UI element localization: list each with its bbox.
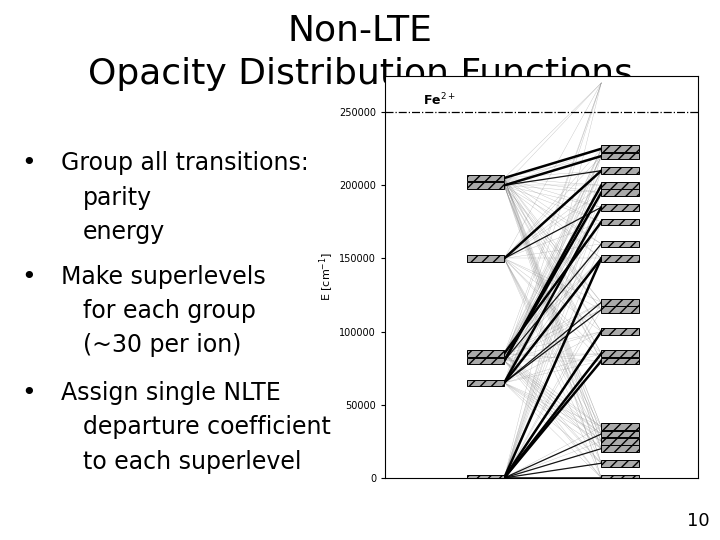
Text: Group all transitions:: Group all transitions:	[61, 151, 309, 175]
Bar	[601, 423, 639, 430]
Bar	[601, 190, 639, 196]
Text: to each superlevel: to each superlevel	[83, 449, 301, 474]
Bar	[601, 153, 639, 159]
Text: •: •	[22, 151, 36, 175]
Bar	[601, 350, 639, 357]
Bar	[601, 219, 639, 225]
Bar	[601, 357, 639, 364]
Text: •: •	[22, 265, 36, 288]
Bar	[467, 175, 504, 181]
Bar	[467, 475, 504, 481]
Bar	[601, 145, 639, 152]
Bar	[467, 357, 504, 364]
Text: Assign single NLTE: Assign single NLTE	[61, 381, 281, 404]
Text: •: •	[22, 381, 36, 404]
Text: Opacity Distribution Functions: Opacity Distribution Functions	[88, 57, 632, 91]
Bar	[601, 438, 639, 444]
Bar	[601, 167, 639, 174]
Bar	[601, 446, 639, 452]
Bar	[601, 306, 639, 313]
Bar	[601, 182, 639, 188]
Bar	[601, 475, 639, 481]
Text: Fe$^{2+}$: Fe$^{2+}$	[423, 91, 456, 108]
Bar	[601, 204, 639, 211]
Text: departure coefficient: departure coefficient	[83, 415, 330, 439]
Text: parity: parity	[83, 186, 152, 210]
Text: Non-LTE: Non-LTE	[287, 14, 433, 48]
Text: (~30 per ion): (~30 per ion)	[83, 333, 241, 357]
Bar	[601, 240, 639, 247]
Bar	[601, 460, 639, 467]
Y-axis label: E [cm$^{-1}$]: E [cm$^{-1}$]	[318, 252, 336, 301]
Bar	[601, 299, 639, 306]
Bar	[467, 350, 504, 357]
Bar	[601, 431, 639, 437]
Bar	[467, 380, 504, 386]
Text: for each group: for each group	[83, 299, 256, 323]
Text: 10: 10	[687, 512, 709, 530]
Text: energy: energy	[83, 220, 165, 244]
Bar	[601, 255, 639, 262]
Text: Make superlevels: Make superlevels	[61, 265, 266, 288]
Bar	[601, 328, 639, 335]
Bar	[467, 255, 504, 262]
Bar	[467, 182, 504, 188]
